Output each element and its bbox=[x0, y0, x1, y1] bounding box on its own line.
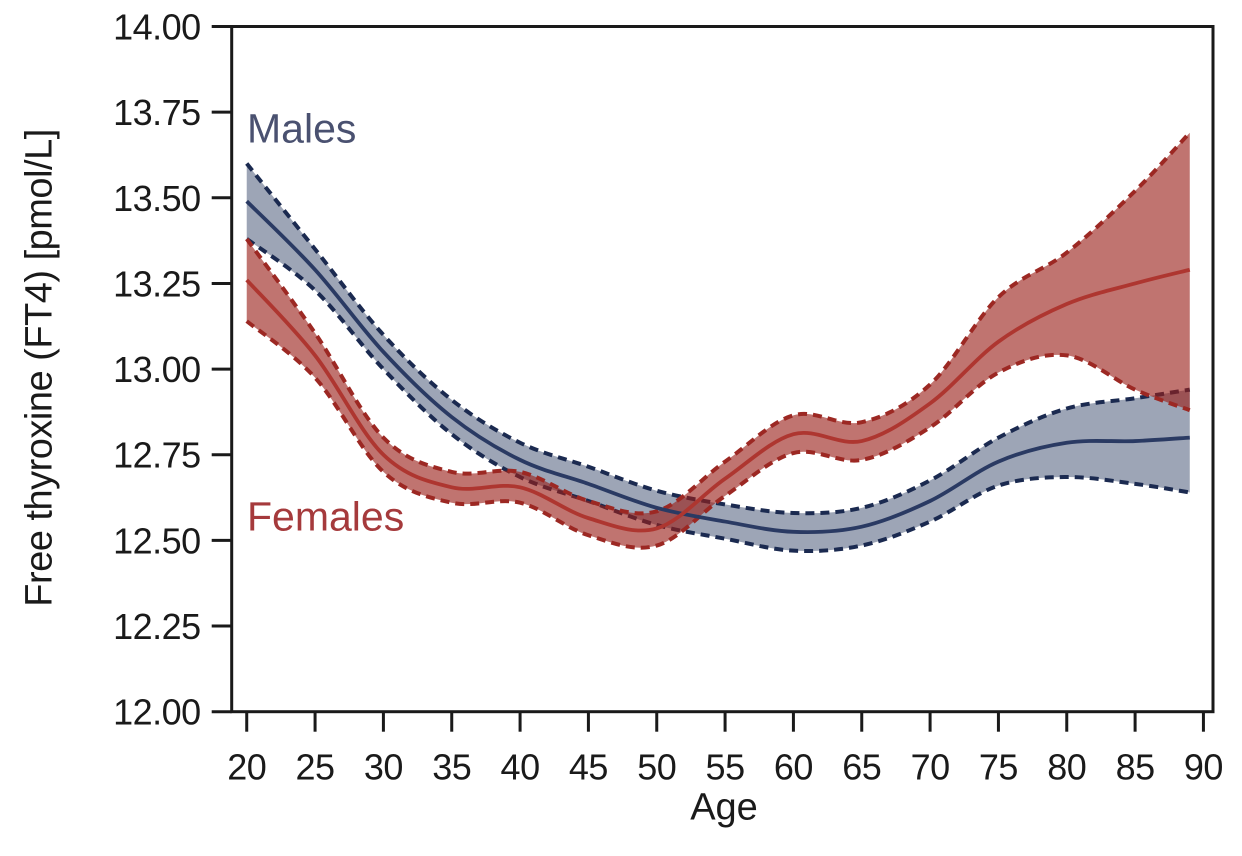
y-tick-label: 13.50 bbox=[113, 178, 201, 219]
x-tick-label: 50 bbox=[637, 747, 676, 788]
females-lower-dashed-line bbox=[245, 319, 1191, 550]
males-band-group bbox=[245, 162, 1191, 554]
x-tick-label: 30 bbox=[364, 747, 403, 788]
x-tick-label: 80 bbox=[1047, 747, 1086, 788]
y-axis-title: Free thyroxine (FT4) [pmol/L] bbox=[18, 129, 61, 607]
x-tick-label: 90 bbox=[1184, 747, 1223, 788]
x-tick-label: 55 bbox=[706, 747, 745, 788]
x-tick-label: 35 bbox=[432, 747, 471, 788]
confidence-bands bbox=[245, 131, 1192, 554]
males-lower-dashed-line bbox=[245, 237, 1191, 554]
plot-border bbox=[230, 25, 1215, 714]
x-tick-label: 40 bbox=[501, 747, 540, 788]
males-mean-line bbox=[245, 199, 1190, 535]
mean-lines bbox=[245, 199, 1191, 535]
females-series-label: Females bbox=[247, 493, 405, 540]
females-upper-dashed-line bbox=[245, 131, 1192, 516]
x-tick-label: 20 bbox=[227, 747, 266, 788]
x-axis-ticks: 20 25 30 35 40 45 50 55 60 65 70 75 80 85 90 bbox=[227, 711, 1223, 788]
y-tick-label: 14.00 bbox=[113, 6, 201, 47]
males-series-label: Males bbox=[247, 105, 357, 152]
y-tick-label: 12.50 bbox=[113, 520, 201, 561]
y-tick-label: 13.75 bbox=[113, 92, 201, 133]
x-tick-label: 60 bbox=[774, 747, 813, 788]
x-tick-label: 70 bbox=[911, 747, 950, 788]
x-tick-label: 65 bbox=[842, 747, 881, 788]
females-mean-line bbox=[245, 267, 1191, 533]
y-axis-ticks: 12.00 12.25 12.50 12.75 13.00 13.25 13.50 13.75… bbox=[113, 6, 232, 733]
x-axis-title: Age bbox=[690, 786, 758, 829]
x-tick-label: 85 bbox=[1116, 747, 1155, 788]
x-tick-label: 45 bbox=[569, 747, 608, 788]
y-tick-label: 12.75 bbox=[113, 435, 201, 476]
y-tick-label: 12.00 bbox=[113, 692, 201, 733]
x-tick-label: 75 bbox=[979, 747, 1018, 788]
x-tick-label: 25 bbox=[296, 747, 335, 788]
y-tick-label: 13.25 bbox=[113, 263, 201, 304]
y-tick-label: 12.25 bbox=[113, 606, 201, 647]
y-tick-label: 13.00 bbox=[113, 349, 201, 390]
